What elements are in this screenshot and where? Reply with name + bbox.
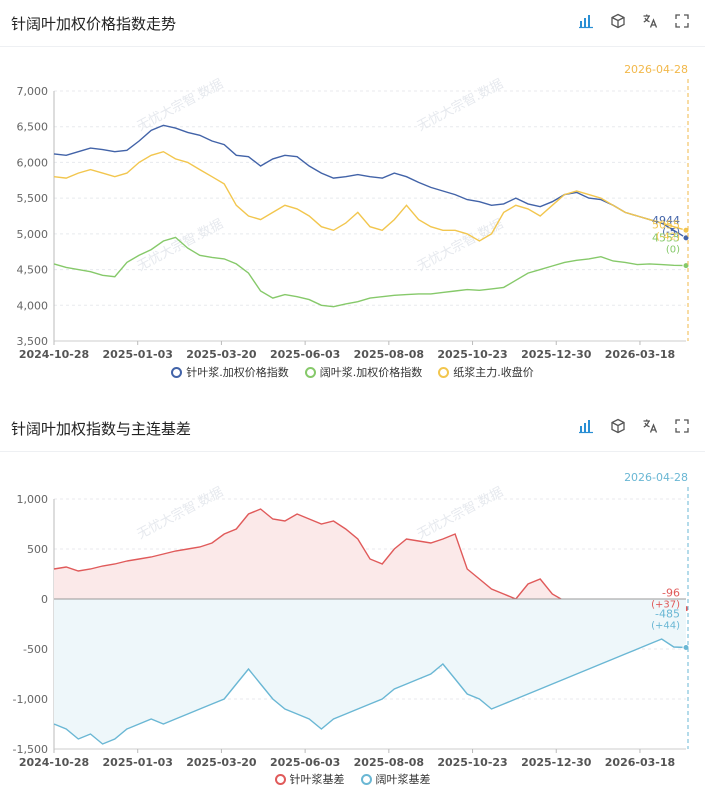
series-area-softwood_basis [54,509,686,609]
date-marker-label: 2026-04-28 [624,63,688,76]
end-change-label: (+37) [651,600,680,611]
x-tick-label: 2025-12-30 [521,756,592,769]
date-marker-label: 2026-04-28 [624,471,688,484]
translate-icon[interactable] [641,12,659,30]
legend-label: 阔叶浆.加权价格指数 [319,366,423,379]
x-tick-label: 2025-01-03 [103,756,173,769]
legend-label: 纸浆主力.收盘价 [453,366,534,379]
legend-item-softwood[interactable]: 针叶浆.加权价格指数 [171,364,289,380]
y-tick-label: -1,500 [13,743,48,756]
x-tick-label: 2025-03-20 [186,756,257,769]
chart-toolbar [577,12,691,30]
y-tick-label: -1,000 [13,693,48,706]
y-tick-label: 0 [41,593,48,606]
end-change-label: (0) [666,245,680,256]
legend: 针叶浆基差 阔叶浆基差 [0,771,705,787]
legend-marker [360,773,372,785]
legend-marker [304,366,316,378]
y-tick-label: 3,500 [17,335,49,348]
series-line-hardwood [53,236,687,308]
x-tick-label: 2025-03-20 [186,348,257,361]
bar-chart-icon[interactable] [577,12,595,30]
legend-marker [438,366,450,378]
x-tick-label: 2026-03-18 [605,756,675,769]
y-tick-label: 6,500 [17,121,49,134]
legend-marker [171,366,183,378]
watermark-text: 无忧大宗智.数据 [134,76,226,135]
end-change-label: (+44) [651,621,680,632]
x-tick-label: 2025-08-08 [354,348,424,361]
y-tick-label: 4,000 [17,299,49,312]
x-tick-label: 2025-06-03 [270,756,340,769]
x-tick-label: 2024-10-28 [19,756,89,769]
bar-chart-icon[interactable] [577,417,595,435]
x-tick-label: 2025-10-23 [437,348,507,361]
legend-label: 针叶浆.加权价格指数 [186,366,289,379]
legend-item-hardwood[interactable]: 阔叶浆.加权价格指数 [304,364,423,380]
end-value-label: 4944 [652,214,680,227]
y-tick-label: 4,500 [17,264,49,277]
translate-icon[interactable] [641,417,659,435]
legend-item-hardwood_basis[interactable]: 阔叶浆基差 [360,771,431,787]
end-change-label: (-42) [656,231,680,242]
chart-panel-basis: 针阔叶加权指数与主连基差 无忧大宗智.数据无忧大宗智.数据无忧大宗智.数据无忧大… [0,405,705,802]
legend-item-pulp[interactable]: 纸浆主力.收盘价 [438,364,534,380]
series-line-softwood [53,124,687,239]
y-tick-label: 1,000 [17,493,49,506]
chart-toolbar [577,417,691,435]
x-tick-label: 2025-12-30 [521,348,592,361]
series-line-pulp [53,150,687,242]
watermark-text: 无忧大宗智.数据 [134,484,226,543]
end-value-label: 5055 [652,218,680,231]
legend-marker [274,773,286,785]
basis-chart: 无忧大宗智.数据无忧大宗智.数据无忧大宗智.数据无忧大宗智.数据-1,500-1… [13,471,690,769]
y-tick-label: 500 [27,543,48,556]
end-value-label: -96 [662,587,680,600]
panel-title: 针阔叶加权价格指数走势 [11,15,177,33]
watermark: 无忧大宗智.数据无忧大宗智.数据无忧大宗智.数据无忧大宗智.数据 [134,76,506,275]
y-tick-label: 5,000 [17,228,49,241]
series-area-hardwood_basis [54,599,686,744]
fullscreen-icon[interactable] [673,12,691,30]
cube-icon[interactable] [609,417,627,435]
legend-label: 针叶浆基差 [289,773,345,786]
series-line-hardwood_basis [53,638,687,745]
x-tick-label: 2025-01-03 [103,348,173,361]
x-tick-label: 2026-03-18 [605,348,675,361]
watermark-text: 无忧大宗智.数据 [134,216,226,275]
x-tick-label: 2025-08-08 [354,756,424,769]
panel-title: 针阔叶加权指数与主连基差 [11,420,192,438]
x-tick-label: 2024-10-28 [19,348,89,361]
watermark-text: 无忧大宗智.数据 [414,76,506,135]
y-tick-label: 6,000 [17,156,49,169]
chart-panel-price-index: 针阔叶加权价格指数走势 无忧大宗智.数据 无忧大宗智.数据 无忧大宗智.数据 无忧大宗… [0,0,705,395]
y-tick-label: -500 [23,643,48,656]
legend: 针叶浆.加权价格指数 阔叶浆.加权价格指数 纸浆主力.收盘价 [0,364,705,380]
y-tick-label: 5,500 [17,192,49,205]
panel-header: 针阔叶加权价格指数走势 [0,0,705,47]
cube-icon[interactable] [609,12,627,30]
legend-item-softwood_basis[interactable]: 针叶浆基差 [274,771,345,787]
x-tick-label: 2025-10-23 [437,756,507,769]
watermark-text: 无忧大宗智.数据 [414,484,506,543]
legend-label: 阔叶浆基差 [375,773,431,786]
end-value-label: -485 [655,608,680,621]
end-change-label: (-5) [662,227,680,238]
x-tick-label: 2025-06-03 [270,348,340,361]
panel-header: 针阔叶加权指数与主连基差 [0,405,705,452]
y-tick-label: 7,000 [17,85,49,98]
fullscreen-icon[interactable] [673,417,691,435]
end-value-label: 4555 [652,232,680,245]
